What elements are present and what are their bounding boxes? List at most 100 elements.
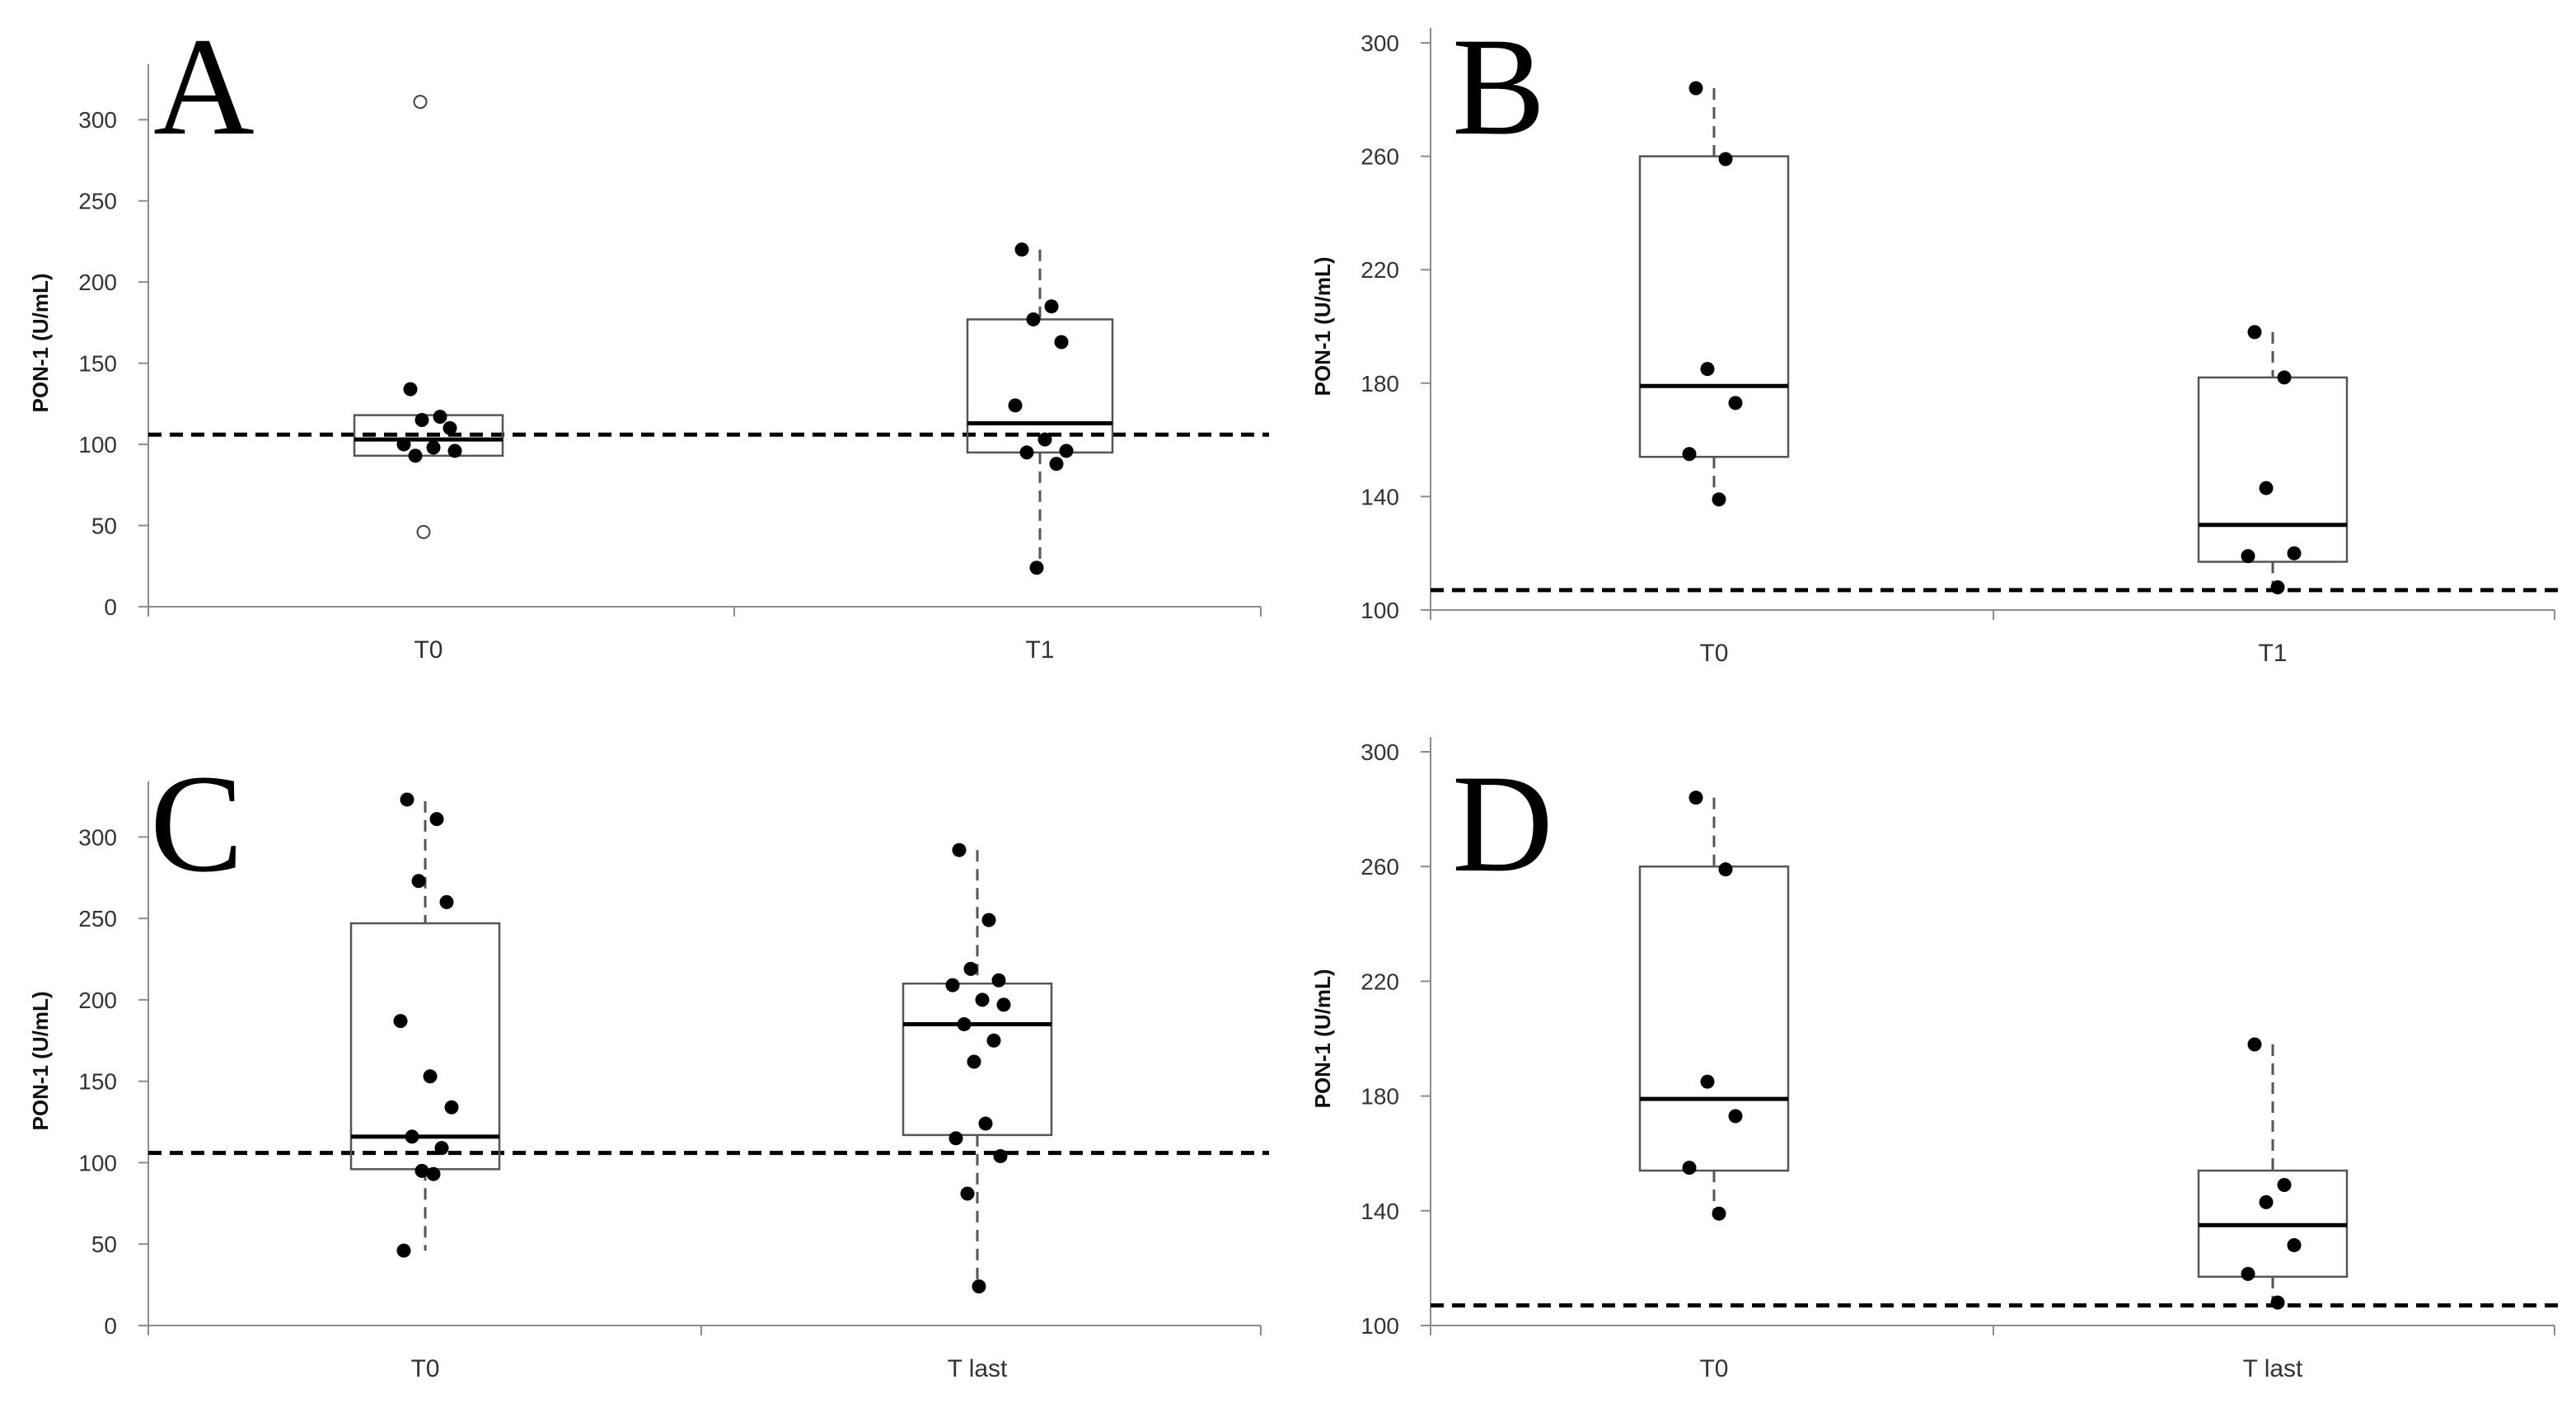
y-tick-label: 200 xyxy=(78,988,117,1013)
iqr-box xyxy=(1638,155,1790,458)
data-point xyxy=(948,1131,963,1146)
y-tick-label: 140 xyxy=(1361,484,1399,509)
data-point xyxy=(2277,1177,2292,1192)
iqr-box xyxy=(2197,376,2349,563)
data-point xyxy=(405,1129,419,1144)
data-point xyxy=(981,913,996,927)
y-axis-title: PON-1 (U/mL) xyxy=(28,992,53,1131)
y-tick-label: 100 xyxy=(1361,1313,1399,1339)
data-point xyxy=(400,792,415,807)
box-t0 xyxy=(353,95,504,539)
y-tick-label: 250 xyxy=(78,189,117,214)
y-axis-title: PON-1 (U/mL) xyxy=(1310,969,1335,1109)
y-tick-label: 220 xyxy=(1361,969,1399,994)
data-point xyxy=(952,842,967,857)
data-point xyxy=(1019,445,1034,460)
iqr-box xyxy=(349,922,501,1171)
data-point xyxy=(426,1166,441,1181)
y-tick-label: 100 xyxy=(1361,598,1399,623)
y-tick-label: 100 xyxy=(78,1150,117,1175)
y-tick-label: 180 xyxy=(1361,1084,1399,1110)
iqr-box xyxy=(966,318,1114,454)
y-tick-label: 300 xyxy=(1361,30,1399,56)
data-point xyxy=(1700,362,1715,377)
data-point xyxy=(411,874,426,889)
box-t1 xyxy=(2197,325,2349,594)
data-point xyxy=(415,1163,429,1178)
data-point xyxy=(996,997,1011,1012)
data-point xyxy=(439,894,454,909)
data-point xyxy=(1728,1109,1743,1124)
data-point xyxy=(426,440,441,455)
data-point xyxy=(1049,457,1064,472)
y-tick-label: 180 xyxy=(1361,371,1399,396)
data-point xyxy=(1059,443,1074,458)
data-point xyxy=(1682,1161,1697,1175)
x-category-label: T0 xyxy=(1699,640,1728,667)
x-category-label: T0 xyxy=(414,636,443,664)
data-point xyxy=(2277,370,2292,385)
y-tick-label: 0 xyxy=(104,594,117,620)
y-tick-label: 300 xyxy=(78,824,117,850)
y-tick-label: 260 xyxy=(1361,144,1399,170)
data-point xyxy=(396,437,411,452)
y-tick-label: 220 xyxy=(1361,257,1399,283)
data-point xyxy=(967,1054,981,1069)
data-point xyxy=(2259,481,2274,495)
iqr-box xyxy=(1638,865,1790,1172)
data-point xyxy=(2259,1194,2274,1209)
box-t-last xyxy=(902,842,1053,1294)
data-point xyxy=(444,1100,459,1114)
panel-letter: A xyxy=(153,9,255,164)
data-point xyxy=(1014,242,1029,257)
data-point xyxy=(2287,546,2302,561)
data-point xyxy=(957,1017,972,1032)
data-point xyxy=(1029,561,1044,575)
data-point xyxy=(2270,580,2285,594)
data-point xyxy=(1026,312,1041,326)
box-t0 xyxy=(1638,791,1790,1221)
data-point xyxy=(1728,396,1743,411)
panel-c: 0 50 100 150 200 250 300 PON-1 (U/mL) T0 T last C xyxy=(28,746,1269,1382)
data-point xyxy=(960,1186,975,1201)
box-t0 xyxy=(349,792,501,1258)
x-category-label: T0 xyxy=(1699,1355,1728,1382)
y-tick-label: 300 xyxy=(78,107,117,133)
box-t1 xyxy=(966,242,1114,575)
panel-d: 100 140 180 220 260 300 PON-1 (U/mL) T0 T last D xyxy=(1310,737,2563,1382)
data-point xyxy=(396,1243,411,1258)
data-point xyxy=(1688,791,1703,805)
data-point xyxy=(447,443,462,458)
panel-letter: B xyxy=(1452,9,1545,164)
y-tick-label: 150 xyxy=(78,1069,117,1095)
data-point xyxy=(1054,335,1069,350)
data-point xyxy=(993,1149,1008,1164)
x-category-label: T1 xyxy=(1025,636,1054,664)
outlier-point xyxy=(413,95,428,110)
y-axis-title: PON-1 (U/mL) xyxy=(28,274,53,413)
y-tick-label: 260 xyxy=(1361,854,1399,880)
data-point xyxy=(2241,1266,2255,1281)
data-point xyxy=(393,1014,408,1029)
data-point xyxy=(415,413,429,428)
data-point xyxy=(434,1141,449,1156)
data-point xyxy=(963,961,978,976)
data-point xyxy=(1712,1206,1726,1221)
data-point xyxy=(1718,862,1733,877)
data-point xyxy=(403,382,418,396)
y-tick-label: 0 xyxy=(104,1313,117,1339)
data-point xyxy=(423,1069,438,1084)
data-point xyxy=(429,812,444,827)
y-tick-label: 300 xyxy=(1361,739,1399,765)
panel-a: 0 50 100 150 200 250 300 PON-1 (U/mL) T0 T1 A xyxy=(28,9,1269,664)
y-axis-title: PON-1 (U/mL) xyxy=(1310,257,1335,396)
data-point xyxy=(2287,1238,2302,1253)
data-point xyxy=(408,448,423,463)
data-point xyxy=(978,1116,993,1131)
iqr-box xyxy=(902,982,1053,1137)
data-point xyxy=(1008,398,1023,413)
data-point xyxy=(1718,152,1733,167)
data-point xyxy=(2247,325,2262,340)
panel-letter: D xyxy=(1452,746,1553,901)
